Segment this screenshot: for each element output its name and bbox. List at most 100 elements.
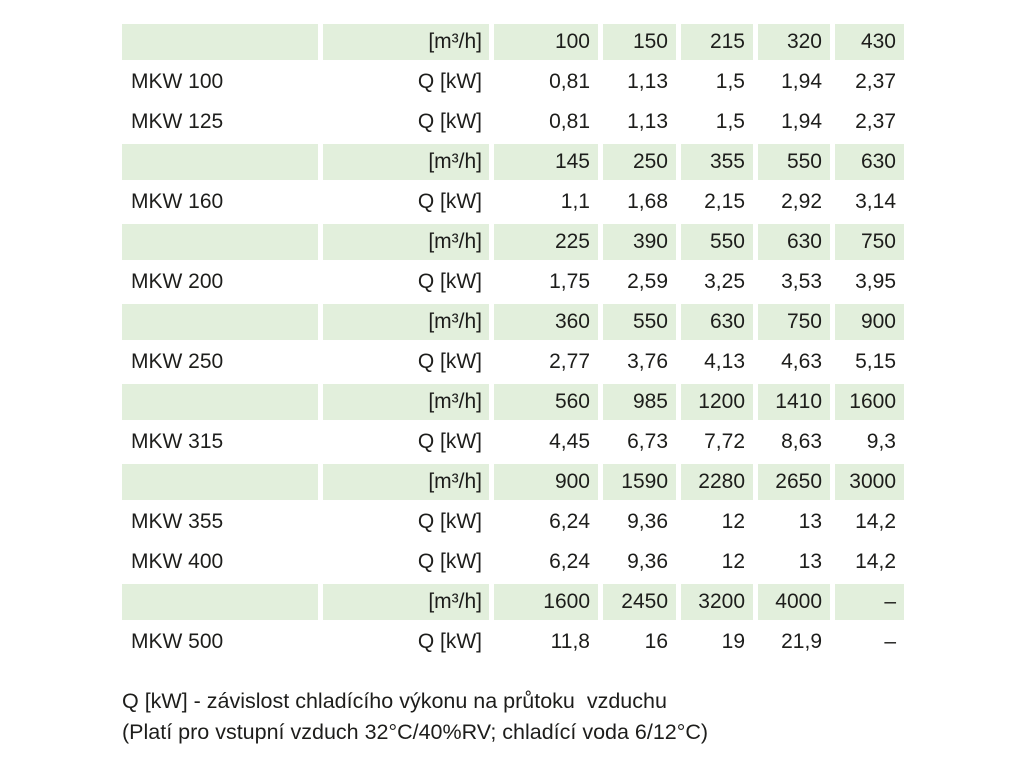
model-cell: MKW 315 — [131, 430, 224, 453]
model-cell — [122, 224, 318, 260]
table-row: [m³/h] 1600 2450 3200 4000– — [122, 584, 904, 620]
value-cell: 2,77 — [549, 350, 590, 373]
value-cell: 9,36 — [627, 550, 668, 573]
value-cell: 12 — [721, 510, 745, 533]
model-cell — [122, 584, 318, 620]
value-cell: 900 — [835, 304, 904, 340]
value-cell: 4,13 — [704, 350, 745, 373]
unit-cell: [m³/h] — [323, 224, 489, 260]
value-cell: 4,45 — [549, 430, 590, 453]
table-row: MKW 500 Q [kW] 11,8 16 19 21,9 – — [122, 624, 904, 660]
value-cell: 150 — [603, 24, 676, 60]
value-cell: 2,37 — [855, 70, 896, 93]
value-cell: 1,94 — [781, 110, 822, 133]
footnote: Q [kW] - závislost chladícího výkonu na … — [122, 686, 708, 748]
value-cell: – — [835, 584, 904, 620]
model-cell: MKW 400 — [131, 550, 224, 573]
value-cell: 1,94 — [781, 70, 822, 93]
value-cell: 1,5 — [715, 110, 745, 133]
value-cell: – — [884, 630, 896, 653]
value-cell: 3,14 — [855, 190, 896, 213]
table-row: MKW 125 Q [kW] 0,81 1,13 1,5 1,94 2,37 — [122, 104, 904, 140]
value-cell: 100 — [494, 24, 598, 60]
value-cell: 1410 — [758, 384, 830, 420]
model-cell — [122, 144, 318, 180]
value-cell: 985 — [603, 384, 676, 420]
value-cell: 0,81 — [549, 110, 590, 133]
value-cell: 7,72 — [704, 430, 745, 453]
unit-cell: Q [kW] — [417, 110, 482, 133]
value-cell: 2650 — [758, 464, 830, 500]
model-cell: MKW 355 — [131, 510, 224, 533]
value-cell: 355 — [681, 144, 753, 180]
value-cell: 630 — [758, 224, 830, 260]
table-row: [m³/h] 560 985 1200 1410 1600 — [122, 384, 904, 420]
value-cell: 320 — [758, 24, 830, 60]
value-cell: 1600 — [494, 584, 598, 620]
value-cell: 2,15 — [704, 190, 745, 213]
value-cell: 1600 — [835, 384, 904, 420]
unit-cell: Q [kW] — [417, 510, 482, 533]
value-cell: 3200 — [681, 584, 753, 620]
value-cell: 12 — [721, 550, 745, 573]
value-cell: 145 — [494, 144, 598, 180]
value-cell: 750 — [835, 224, 904, 260]
unit-cell: [m³/h] — [323, 584, 489, 620]
footnote-line-1: Q [kW] - závislost chladícího výkonu na … — [122, 689, 667, 713]
value-cell: 6,24 — [549, 510, 590, 533]
model-cell: MKW 250 — [131, 350, 224, 373]
table-row: MKW 315 Q [kW] 4,45 6,73 7,72 8,63 9,3 — [122, 424, 904, 460]
model-cell — [122, 384, 318, 420]
value-cell: 2280 — [681, 464, 753, 500]
unit-cell: Q [kW] — [417, 430, 482, 453]
value-cell: 6,73 — [627, 430, 668, 453]
value-cell: 3,95 — [855, 270, 896, 293]
value-cell: 2450 — [603, 584, 676, 620]
table-body: [m³/h] 100 150 215 320 430 MKW 100 Q [kW] 0,81 1,… — [122, 24, 904, 660]
value-cell: 550 — [681, 224, 753, 260]
value-cell: 3,76 — [627, 350, 668, 373]
value-cell: 1,13 — [627, 110, 668, 133]
unit-cell: Q [kW] — [417, 70, 482, 93]
unit-cell: Q [kW] — [417, 270, 482, 293]
value-cell: 1,5 — [715, 70, 745, 93]
model-cell: MKW 100 — [131, 70, 224, 93]
model-cell — [122, 464, 318, 500]
value-cell: 1200 — [681, 384, 753, 420]
value-cell: 1,75 — [549, 270, 590, 293]
value-cell: 1,68 — [627, 190, 668, 213]
table-row: MKW 160 Q [kW] 1,1 1,68 2,15 2,92 3,14 — [122, 184, 904, 220]
value-cell: 14,2 — [855, 510, 896, 533]
value-cell: 13 — [798, 510, 822, 533]
value-cell: 9,36 — [627, 510, 668, 533]
unit-cell: Q [kW] — [417, 630, 482, 653]
value-cell: 2,59 — [627, 270, 668, 293]
model-cell: MKW 160 — [131, 190, 224, 213]
table-row: [m³/h] 100 150 215 320 430 — [122, 24, 904, 60]
table-row: MKW 400 Q [kW] 6,24 9,36 12 13 14,2 — [122, 544, 904, 580]
value-cell: 19 — [721, 630, 745, 653]
value-cell: 1590 — [603, 464, 676, 500]
footnote-line-2: (Platí pro vstupní vzduch 32°C/40%RV; ch… — [122, 720, 709, 744]
value-cell: 430 — [835, 24, 904, 60]
unit-cell: Q [kW] — [417, 550, 482, 573]
value-cell: 2,92 — [781, 190, 822, 213]
unit-cell: Q [kW] — [417, 190, 482, 213]
unit-cell: [m³/h] — [323, 144, 489, 180]
value-cell: 550 — [603, 304, 676, 340]
value-cell: 0,81 — [549, 70, 590, 93]
value-cell: 4,63 — [781, 350, 822, 373]
value-cell: 750 — [758, 304, 830, 340]
value-cell: 13 — [798, 550, 822, 573]
value-cell: 560 — [494, 384, 598, 420]
value-cell: 390 — [603, 224, 676, 260]
value-cell: 3000 — [835, 464, 904, 500]
cooling-capacity-table: [m³/h] 100 150 215 320 430 MKW 100 Q [kW] 0,81 1,… — [117, 20, 909, 664]
table-row: MKW 200 Q [kW] 1,75 2,59 3,25 3,53 3,95 — [122, 264, 904, 300]
unit-cell: Q [kW] — [417, 350, 482, 373]
model-cell: MKW 500 — [131, 630, 224, 653]
value-cell: 1,1 — [560, 190, 590, 213]
value-cell: 14,2 — [855, 550, 896, 573]
model-cell — [122, 24, 318, 60]
value-cell: 215 — [681, 24, 753, 60]
